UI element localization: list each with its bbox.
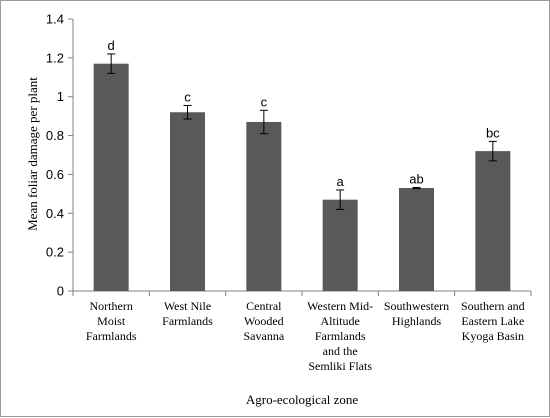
- significance-label: c: [261, 94, 268, 109]
- x-category-label-line: Altitude: [321, 314, 360, 328]
- x-category-label-line: Farmlands: [162, 314, 213, 328]
- x-category-label: Northern Moist Farmlands: [86, 299, 137, 343]
- x-category-label-line: Northern: [90, 299, 133, 313]
- y-tick-label: 0.2: [46, 245, 64, 260]
- x-category-label-line: Central: [246, 299, 282, 313]
- x-category-label: West Nile Farmlands: [162, 299, 213, 328]
- x-category-label-line: Farmlands: [86, 329, 137, 343]
- x-category-label-line: and the: [323, 344, 358, 358]
- x-category-label-line: Western Mid-: [307, 299, 373, 313]
- x-axis-title: Agro-ecological zone: [246, 392, 358, 407]
- significance-label: ab: [409, 171, 423, 186]
- y-tick-label: 1: [57, 89, 64, 104]
- x-category-label-line: Farmlands: [315, 329, 366, 343]
- x-category-label: Southwestern Highlands: [384, 299, 449, 328]
- bar: [170, 112, 205, 291]
- bars: d c c a ab bc: [93, 38, 511, 291]
- x-category-label-line: Moist: [97, 314, 126, 328]
- y-axis-title: Mean foliar damage per plant: [25, 77, 40, 231]
- significance-label: bc: [486, 125, 500, 140]
- significance-label: a: [337, 174, 345, 189]
- significance-label: c: [184, 89, 191, 104]
- y-tick-label: 0.4: [46, 206, 64, 221]
- y-tick-label: 1.2: [46, 50, 64, 65]
- y-axis: 0 0.2 0.4 0.6 0.8 1 1.2 1.4: [46, 12, 74, 299]
- x-category-label-line: Eastern Lake: [461, 314, 524, 328]
- bar: [399, 188, 434, 291]
- x-category-label: Western Mid-Altitude Farmlands and the Seml…: [307, 299, 373, 373]
- x-category-label-line: Southern and: [461, 299, 525, 313]
- bar: [246, 121, 282, 291]
- y-tick-label: 0: [57, 284, 64, 299]
- bar: [475, 151, 511, 291]
- x-category-label: Central Wooded Savanna: [244, 299, 285, 343]
- x-category-label-line: Kyoga Basin: [462, 329, 524, 343]
- bar: [93, 63, 129, 291]
- y-tick-label: 1.4: [46, 12, 64, 27]
- x-category-label-line: West Nile: [164, 299, 211, 313]
- x-category-label-line: Savanna: [244, 329, 285, 343]
- x-category-label-line: Southwestern: [384, 299, 449, 313]
- x-category-label-line: Wooded: [244, 314, 284, 328]
- x-category-label-line: Semliki Flats: [308, 359, 372, 373]
- bar: [322, 199, 358, 291]
- y-tick-label: 0.8: [46, 128, 64, 143]
- significance-label: d: [108, 38, 115, 53]
- y-tick-label: 0.6: [46, 167, 64, 182]
- x-category-label: Southern and Eastern Lake Kyoga Basin: [461, 299, 525, 343]
- x-category-label-line: Highlands: [392, 314, 442, 328]
